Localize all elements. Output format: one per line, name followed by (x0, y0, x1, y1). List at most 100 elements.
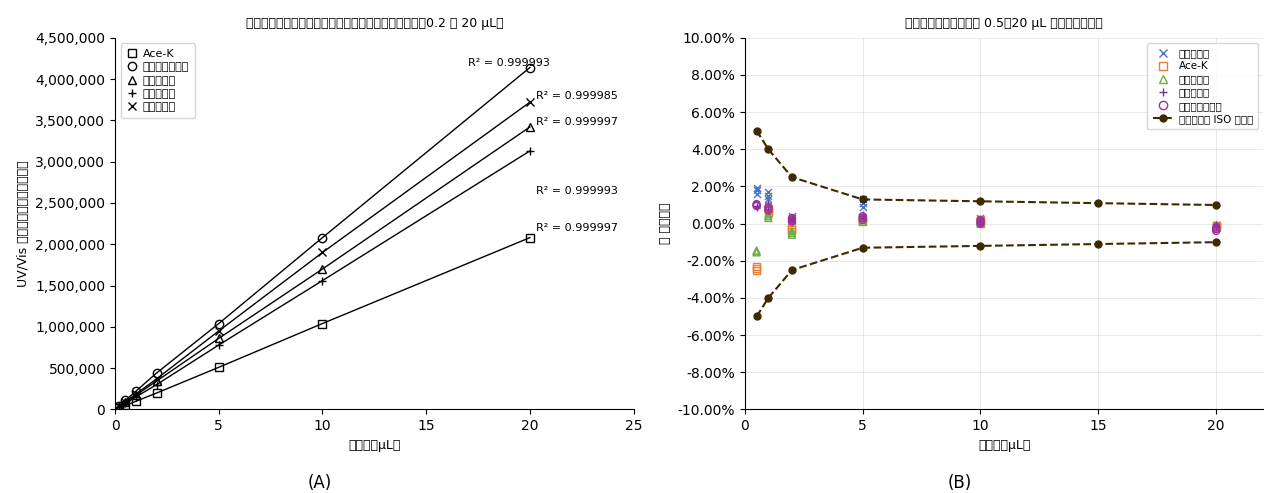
Text: (A): (A) (308, 474, 332, 492)
Point (746, 201, 767, 209)
Point (1206, 221, 1226, 229)
Point (970, 218, 991, 226)
Point (852, 214, 873, 222)
Point (970, 216, 991, 224)
Point (1206, 223, 1226, 231)
Point (970, 220, 991, 228)
Point (970, 218, 991, 226)
Point (970, 220, 991, 228)
Point (746, 186, 767, 194)
Legend: Ace-K, アスパルテーム, 安息香酸塩, カフェイン, サッカリン: Ace-K, アスパルテーム, 安息香酸塩, カフェイン, サッカリン (120, 43, 195, 118)
Title: 残差プロット（注入量 0.5〜20 μL での相対誤差）: 残差プロット（注入量 0.5〜20 μL での相対誤差） (905, 17, 1103, 30)
Point (1206, 225, 1226, 233)
Point (970, 218, 991, 226)
X-axis label: 注入量（μL）: 注入量（μL） (348, 439, 401, 452)
Point (852, 212, 873, 220)
Point (782, 218, 803, 226)
Text: R² = 0.999993: R² = 0.999993 (536, 185, 618, 196)
Point (782, 225, 803, 233)
Point (852, 214, 873, 222)
Point (852, 214, 873, 222)
Point (852, 203, 873, 211)
Point (852, 196, 873, 204)
Point (852, 211, 873, 218)
Point (970, 216, 991, 224)
Point (852, 216, 873, 224)
Point (746, 202, 767, 210)
Point (758, 207, 778, 214)
Point (746, 184, 767, 192)
Point (1206, 223, 1226, 231)
Text: R² = 0.999997: R² = 0.999997 (536, 117, 618, 127)
Point (746, 203, 767, 211)
Point (852, 214, 873, 222)
Point (758, 192, 778, 200)
Point (1206, 220, 1226, 228)
X-axis label: 注入量（μL）: 注入量（μL） (978, 439, 1030, 452)
Text: R² = 0.999985: R² = 0.999985 (536, 91, 618, 101)
Point (746, 247, 767, 255)
Point (746, 266, 767, 274)
Point (1206, 223, 1226, 231)
Point (782, 214, 803, 222)
Point (1206, 221, 1226, 229)
Point (746, 248, 767, 256)
Point (782, 227, 803, 235)
Point (970, 218, 991, 226)
Point (852, 199, 873, 207)
Point (970, 220, 991, 228)
Point (1206, 221, 1226, 229)
Point (758, 214, 778, 222)
Point (782, 212, 803, 220)
Point (852, 218, 873, 226)
Point (758, 196, 778, 204)
Point (852, 218, 873, 226)
Point (1206, 223, 1226, 231)
Point (1206, 221, 1226, 229)
Point (746, 264, 767, 272)
Point (758, 209, 778, 216)
Point (746, 200, 767, 208)
Point (852, 216, 873, 224)
Point (758, 207, 778, 214)
Point (758, 205, 778, 212)
Point (782, 218, 803, 226)
Point (746, 190, 767, 198)
Point (758, 205, 778, 212)
Point (782, 216, 803, 224)
Point (758, 201, 778, 209)
Point (782, 216, 803, 224)
Point (758, 203, 778, 211)
Point (970, 220, 991, 228)
Point (1206, 221, 1226, 229)
Point (782, 227, 803, 235)
Point (1206, 223, 1226, 231)
Point (1206, 223, 1226, 231)
Title: キャリブレーションプロット（ピーク面積対注入量（0.2 〜 20 μL）: キャリブレーションプロット（ピーク面積対注入量（0.2 〜 20 μL） (246, 17, 503, 30)
Point (782, 229, 803, 237)
Point (746, 262, 767, 270)
Point (1206, 221, 1226, 229)
Text: R² = 0.999997: R² = 0.999997 (536, 223, 618, 233)
Point (746, 204, 767, 211)
Point (782, 214, 803, 222)
Point (970, 216, 991, 224)
Point (782, 216, 803, 224)
Point (782, 214, 803, 222)
Point (746, 246, 767, 254)
Text: R² = 0.999993: R² = 0.999993 (467, 58, 549, 68)
Point (782, 231, 803, 239)
Point (852, 212, 873, 220)
Point (758, 212, 778, 220)
Text: (B): (B) (948, 474, 972, 492)
Point (758, 199, 778, 207)
Point (758, 188, 778, 196)
Point (758, 205, 778, 212)
Point (852, 216, 873, 224)
Point (1206, 227, 1226, 235)
Point (970, 218, 991, 226)
Point (970, 214, 991, 222)
Y-axis label: UV/Vis レスポンス（任意単位）: UV/Vis レスポンス（任意単位） (17, 160, 29, 287)
Point (970, 216, 991, 224)
Point (758, 211, 778, 218)
